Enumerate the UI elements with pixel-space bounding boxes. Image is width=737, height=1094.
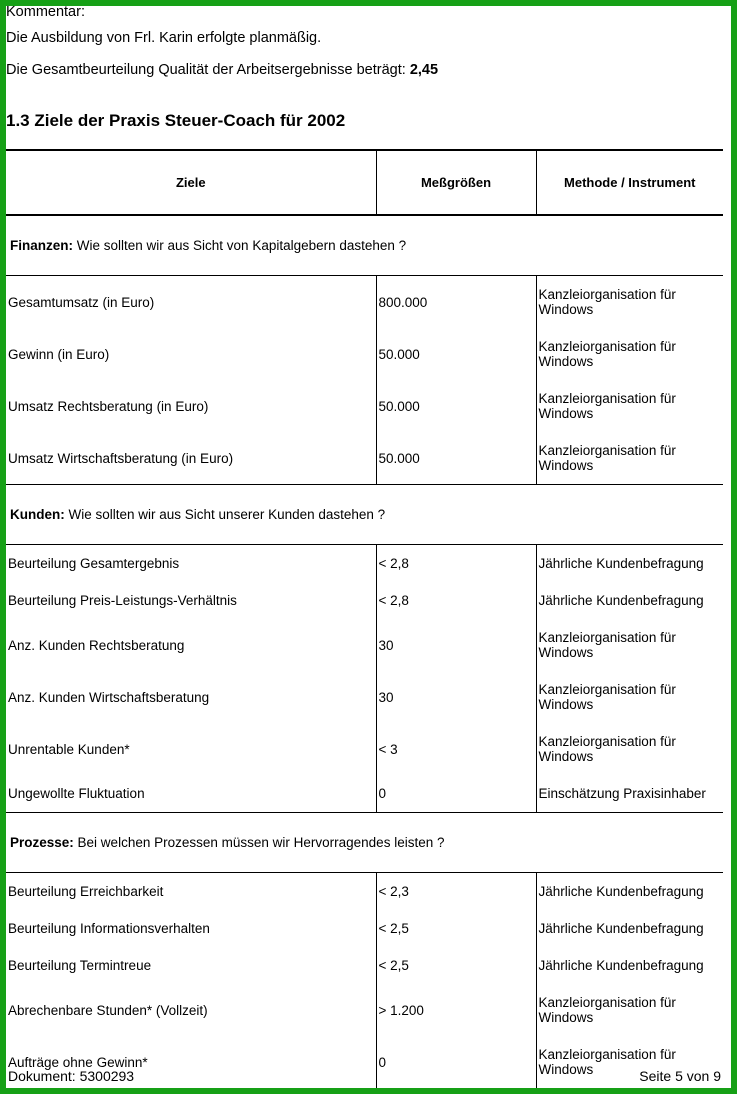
table-row: Beurteilung Preis-Leistungs-Verhältnis< … — [6, 582, 723, 619]
intro-line-2: Die Gesamtbeurteilung Qualität der Arbei… — [6, 60, 723, 82]
table-row: Beurteilung Erreichbarkeit< 2,3Jährliche… — [6, 873, 723, 911]
section-label: Finanzen: — [10, 238, 73, 253]
cell-ziel: Beurteilung Informationsverhalten — [6, 910, 376, 947]
th-ziele: Ziele — [6, 150, 376, 215]
table-row: Anz. Kunden Rechtsberatung30Kanzleiorgan… — [6, 619, 723, 671]
table-row: Umsatz Rechtsberatung (in Euro)50.000Kan… — [6, 380, 723, 432]
cell-methode: Jährliche Kundenbefragung — [536, 582, 723, 619]
section-question: Wie sollten wir aus Sicht von Kapitalgeb… — [73, 238, 406, 253]
cell-mess: < 2,3 — [376, 873, 536, 911]
cell-ziel: Gesamtumsatz (in Euro) — [6, 276, 376, 329]
cell-mess: 50.000 — [376, 380, 536, 432]
cell-mess: 30 — [376, 619, 536, 671]
table-row: Beurteilung Termintreue< 2,5Jährliche Ku… — [6, 947, 723, 984]
cell-mess: < 3 — [376, 723, 536, 775]
cell-ziel: Beurteilung Preis-Leistungs-Verhältnis — [6, 582, 376, 619]
cell-mess: < 2,8 — [376, 582, 536, 619]
cell-methode: Kanzleiorganisation für Windows — [536, 328, 723, 380]
page-content: Kommentar: Die Ausbildung von Frl. Karin… — [6, 6, 731, 1088]
th-messgroessen: Meßgrößen — [376, 150, 536, 215]
cell-mess: 50.000 — [376, 432, 536, 485]
cell-ziel: Beurteilung Termintreue — [6, 947, 376, 984]
cell-methode: Jährliche Kundenbefragung — [536, 873, 723, 911]
footer-page-num: Seite 5 von 9 — [639, 1068, 721, 1084]
cell-methode: Kanzleiorganisation für Windows — [536, 432, 723, 485]
table-row: Unrentable Kunden*< 3Kanzleiorganisation… — [6, 723, 723, 775]
cell-methode: Kanzleiorganisation für Windows — [536, 984, 723, 1036]
cell-methode: Kanzleiorganisation für Windows — [536, 276, 723, 329]
cell-mess: 50.000 — [376, 328, 536, 380]
cell-mess: 800.000 — [376, 276, 536, 329]
goals-table: Ziele Meßgrößen Methode / Instrument Fin… — [6, 149, 723, 1088]
table-header-row: Ziele Meßgrößen Methode / Instrument — [6, 150, 723, 215]
section-label: Kunden: — [10, 507, 65, 522]
cell-ziel: Umsatz Rechtsberatung (in Euro) — [6, 380, 376, 432]
table-row: Gewinn (in Euro)50.000Kanzleiorganisatio… — [6, 328, 723, 380]
cell-methode: Kanzleiorganisation für Windows — [536, 380, 723, 432]
section-row: Prozesse: Bei welchen Prozessen müssen w… — [6, 813, 723, 873]
table-row: Ungewollte Fluktuation0Einschätzung Prax… — [6, 775, 723, 813]
table-row: Anz. Kunden Wirtschaftsberatung30Kanzlei… — [6, 671, 723, 723]
table-row: Gesamtumsatz (in Euro)800.000Kanzleiorga… — [6, 276, 723, 329]
table-row: Beurteilung Gesamtergebnis< 2,8Jährliche… — [6, 545, 723, 583]
cell-mess: < 2,8 — [376, 545, 536, 583]
cell-ziel: Beurteilung Gesamtergebnis — [6, 545, 376, 583]
cell-ziel: Anz. Kunden Wirtschaftsberatung — [6, 671, 376, 723]
cell-ziel: Unrentable Kunden* — [6, 723, 376, 775]
cell-ziel: Umsatz Wirtschaftsberatung (in Euro) — [6, 432, 376, 485]
cell-mess: > 1.200 — [376, 984, 536, 1036]
intro-line-2-text: Die Gesamtbeurteilung Qualität der Arbei… — [6, 62, 410, 78]
intro-line-1: Die Ausbildung von Frl. Karin erfolgte p… — [6, 28, 723, 50]
page-footer: Dokument: 5300293 Seite 5 von 9 — [6, 1068, 731, 1084]
cell-ziel: Ungewollte Fluktuation — [6, 775, 376, 813]
intro-line-2-value: 2,45 — [410, 62, 438, 78]
section-question: Bei welchen Prozessen müssen wir Hervorr… — [74, 835, 445, 850]
cell-ziel: Anz. Kunden Rechtsberatung — [6, 619, 376, 671]
th-methode: Methode / Instrument — [536, 150, 723, 215]
cell-mess: 30 — [376, 671, 536, 723]
section-question: Wie sollten wir aus Sicht unserer Kunden… — [65, 507, 385, 522]
cell-methode: Kanzleiorganisation für Windows — [536, 619, 723, 671]
table-row: Abrechenbare Stunden* (Vollzeit)> 1.200K… — [6, 984, 723, 1036]
intro-cut-line: Kommentar: — [6, 6, 723, 24]
section-heading: 1.3 Ziele der Praxis Steuer-Coach für 20… — [6, 111, 723, 131]
table-row: Beurteilung Informationsverhalten< 2,5Jä… — [6, 910, 723, 947]
cell-mess: < 2,5 — [376, 910, 536, 947]
cell-methode: Kanzleiorganisation für Windows — [536, 671, 723, 723]
section-cell: Prozesse: Bei welchen Prozessen müssen w… — [6, 813, 723, 873]
cell-mess: 0 — [376, 775, 536, 813]
section-cell: Finanzen: Wie sollten wir aus Sicht von … — [6, 215, 723, 276]
section-row: Kunden: Wie sollten wir aus Sicht unsere… — [6, 485, 723, 545]
cell-methode: Jährliche Kundenbefragung — [536, 910, 723, 947]
section-cell: Kunden: Wie sollten wir aus Sicht unsere… — [6, 485, 723, 545]
cell-ziel: Beurteilung Erreichbarkeit — [6, 873, 376, 911]
section-label: Prozesse: — [10, 835, 74, 850]
cell-ziel: Gewinn (in Euro) — [6, 328, 376, 380]
section-row: Finanzen: Wie sollten wir aus Sicht von … — [6, 215, 723, 276]
cell-methode: Kanzleiorganisation für Windows — [536, 723, 723, 775]
cell-ziel: Abrechenbare Stunden* (Vollzeit) — [6, 984, 376, 1036]
cell-methode: Jährliche Kundenbefragung — [536, 947, 723, 984]
cell-methode: Einschätzung Praxisinhaber — [536, 775, 723, 813]
cell-mess: < 2,5 — [376, 947, 536, 984]
intro-block: Kommentar: Die Ausbildung von Frl. Karin… — [6, 6, 723, 81]
footer-doc-id: Dokument: 5300293 — [8, 1068, 134, 1084]
cell-methode: Jährliche Kundenbefragung — [536, 545, 723, 583]
table-row: Umsatz Wirtschaftsberatung (in Euro)50.0… — [6, 432, 723, 485]
